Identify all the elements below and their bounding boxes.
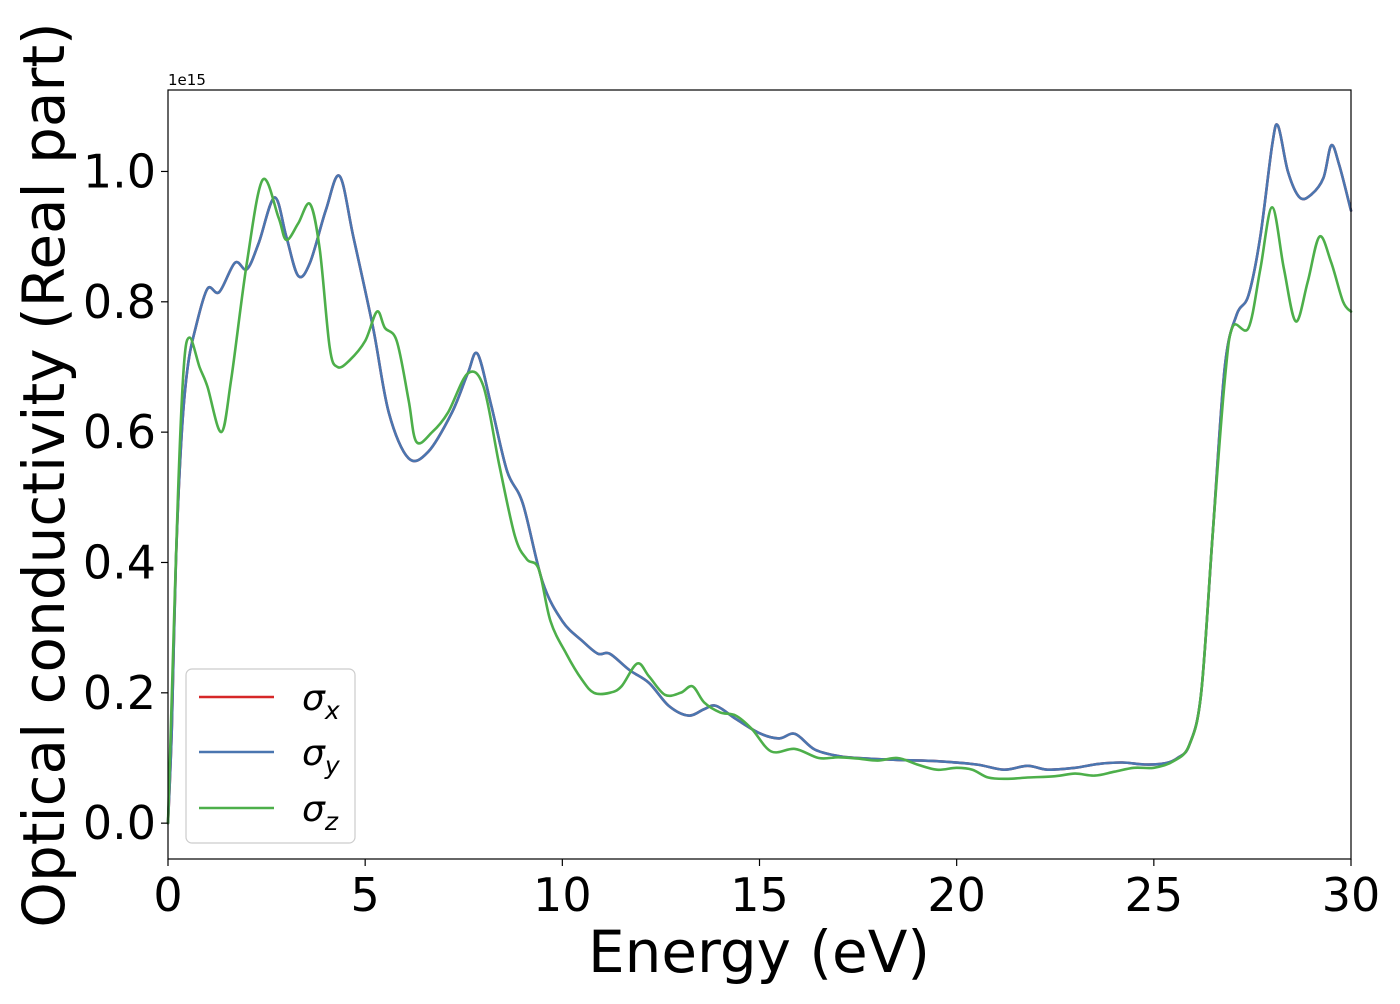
y-offset-text: 1e15: [168, 71, 206, 89]
series-line-z: [166, 177, 1353, 825]
x-tick-label: 25: [1125, 868, 1184, 922]
y-tick-label: 0.6: [83, 405, 156, 459]
y-tick-label: 0.2: [83, 666, 156, 720]
y-tick-label: 0.0: [83, 796, 156, 850]
x-axis-label: Energy (eV): [588, 918, 930, 986]
x-tick-label: 15: [730, 868, 789, 922]
x-tick-label: 0: [153, 868, 182, 922]
legend-box: [185, 668, 356, 844]
x-tick-label: 30: [1322, 868, 1381, 922]
y-tick-label: 1.0: [83, 144, 156, 198]
x-tick-label: 20: [927, 868, 986, 922]
series-layer: [166, 123, 1353, 825]
y-tick-label: 0.8: [83, 275, 156, 329]
x-tick-label: 5: [351, 868, 380, 922]
x-tick-label: 10: [533, 868, 592, 922]
y-axis-label: Optical conductivity (Real part): [10, 22, 78, 927]
y-axis-ticks: 0.0 0.2 0.4 0.6 0.8 1.0: [83, 144, 168, 850]
y-tick-label: 0.4: [83, 535, 156, 589]
x-axis-ticks: 0 5 10 15 20 25 30: [153, 859, 1380, 922]
